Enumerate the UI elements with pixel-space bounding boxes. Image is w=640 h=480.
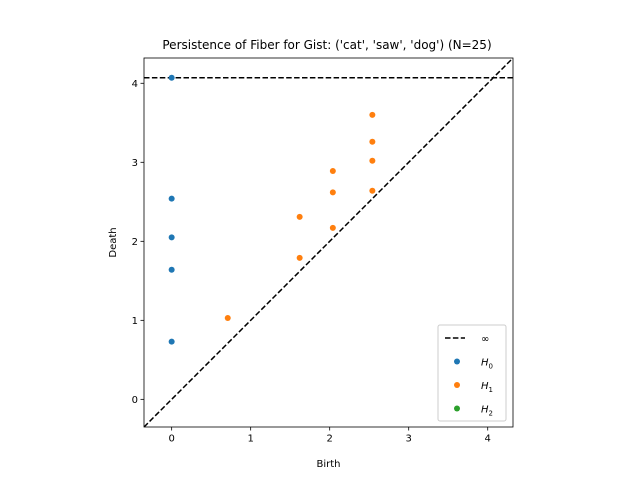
- y-tick-label-1: 1: [132, 316, 138, 327]
- point-h1-7: [369, 157, 376, 164]
- point-h0-4: [168, 338, 175, 345]
- point-h1-3: [329, 224, 336, 231]
- x-axis-label: Birth: [316, 459, 340, 470]
- diagonal-line: [144, 58, 513, 427]
- x-tick-label-3: 3: [406, 434, 412, 445]
- plot-area: [144, 58, 513, 427]
- y-axis-label: Death: [108, 227, 119, 257]
- point-h1-6: [369, 187, 376, 194]
- axes-frame: [143, 57, 514, 428]
- point-h1-5: [329, 167, 336, 174]
- point-h0-3: [168, 266, 175, 273]
- legend-marker-h1: [454, 382, 460, 388]
- point-h0-2: [168, 234, 175, 241]
- point-h1-2: [296, 213, 303, 220]
- y-tick-label-4: 4: [132, 79, 138, 90]
- legend-marker-h0: [454, 358, 460, 365]
- point-h0-0: [168, 74, 175, 81]
- point-h1-8: [369, 138, 376, 145]
- y-tick-label-2: 2: [132, 237, 138, 248]
- y-tick-label-3: 3: [132, 158, 138, 169]
- legend-infinity-label: ∞: [481, 334, 489, 345]
- x-tick-label-0: 0: [168, 434, 174, 445]
- point-h0-1: [168, 195, 175, 202]
- point-h1-9: [369, 111, 376, 118]
- y-tick-label-0: 0: [132, 395, 138, 406]
- point-h1-1: [296, 254, 303, 261]
- legend-box: [437, 324, 507, 422]
- chart-title: Persistence of Fiber for Gist: ('cat', '…: [162, 38, 491, 52]
- x-tick-label-1: 1: [247, 434, 253, 445]
- legend-marker-h2: [454, 405, 460, 412]
- point-h1-0: [224, 314, 231, 321]
- x-tick-label-2: 2: [326, 434, 332, 445]
- point-h1-4: [329, 189, 336, 196]
- x-tick-label-4: 4: [485, 434, 491, 445]
